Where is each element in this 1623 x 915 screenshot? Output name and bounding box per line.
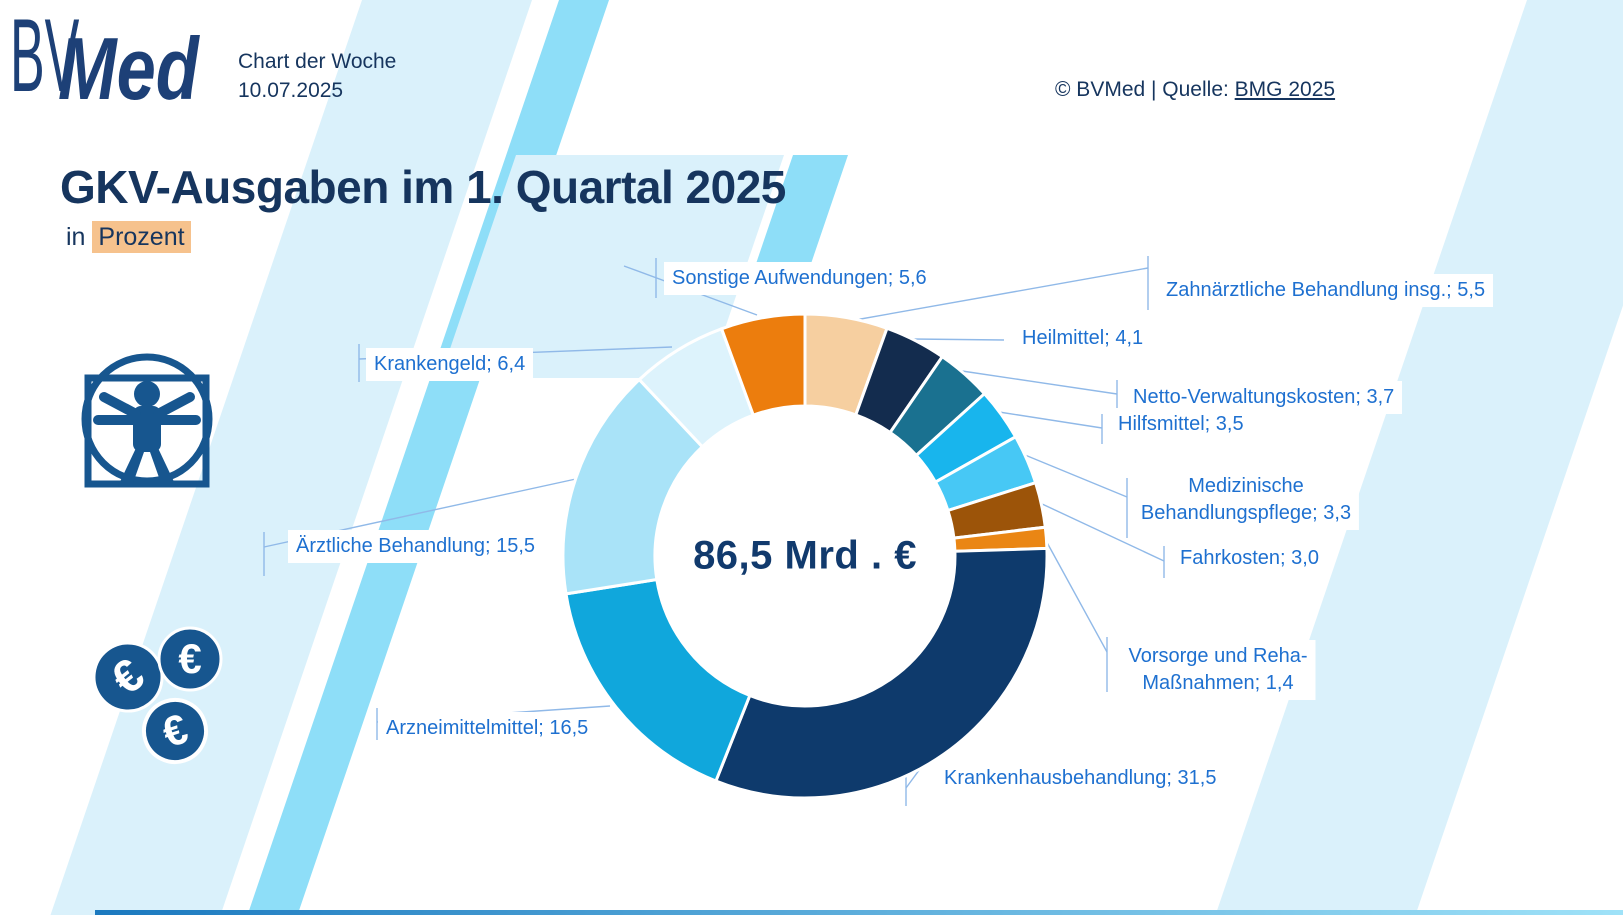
subtitle-highlight: Prozent (92, 221, 191, 253)
subtitle: in Prozent (66, 221, 191, 253)
slice-sonstige (719, 312, 807, 418)
source-prefix: © BVMed | Quelle: (1055, 78, 1235, 101)
leader-heilmittel (911, 338, 1005, 341)
euro-coin-icon: € (142, 698, 208, 764)
bvmed-logo-med: Med (58, 19, 199, 118)
chart-der-woche-tagline: Chart der Woche (238, 50, 397, 73)
label-hilfsmittel: Hilfsmittel; 3,5 (1110, 408, 1252, 441)
leader-fahrkosten (1039, 502, 1165, 578)
label-sonstige: Sonstige Aufwendungen; 5,6 (664, 262, 935, 295)
source-line: © BVMed | Quelle: BMG 2025 (1055, 78, 1335, 102)
publication-date: 10.07.2025 (238, 79, 344, 102)
label-krankengeld: Krankengeld; 6,4 (366, 348, 534, 381)
label-aerztliche: Ärztliche Behandlung; 15,5 (288, 530, 544, 563)
vitruvian-man-icon (81, 353, 213, 488)
leader-vorsorge (1043, 536, 1108, 692)
leader-hilfsmittel (998, 411, 1103, 444)
slice-arzneimittel (564, 577, 752, 783)
bvmed-logo-bv: BV (10, 0, 80, 114)
label-arzneimittel: Arzneimittelmittel; 16,5 (378, 712, 597, 745)
label-vorsorge: Vorsorge und Reha- Maßnahmen; 1,4 (1120, 640, 1316, 700)
leader-zahnaerztliche (854, 256, 1149, 321)
subtitle-prefix: in (66, 223, 93, 251)
slice-krankenhaus (713, 546, 1049, 800)
label-krankenhaus: Krankenhausbehandlung; 31,5 (936, 762, 1225, 795)
label-heilmittel: Heilmittel; 4,1 (1014, 322, 1152, 355)
bottom-gradient-bar (95, 910, 1623, 915)
label-medizinische: Medizinische Behandlungspflege; 3,3 (1132, 470, 1360, 530)
euro-coin-icon: € (92, 641, 164, 713)
page-title: GKV-Ausgaben im 1. Quartal 2025 (60, 161, 786, 213)
leader-medizinische (1024, 454, 1128, 538)
euro-coins-icon: € € € (92, 626, 223, 764)
donut-center-total: 86,5 Mrd . € (693, 533, 917, 578)
label-fahrkosten: Fahrkosten; 3,0 (1172, 542, 1327, 575)
source-link-bmg[interactable]: BMG 2025 (1234, 78, 1336, 101)
svg-text:€: € (178, 635, 201, 682)
leader-netto (961, 370, 1118, 410)
euro-coin-icon: € (157, 626, 223, 692)
label-zahnaerztliche: Zahnärztliche Behandlung insg.; 5,5 (1158, 274, 1494, 307)
